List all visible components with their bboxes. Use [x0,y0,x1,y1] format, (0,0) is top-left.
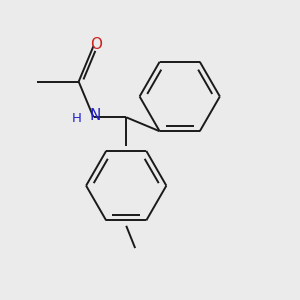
Text: H: H [72,112,82,125]
Text: O: O [91,37,103,52]
Text: N: N [89,108,101,123]
